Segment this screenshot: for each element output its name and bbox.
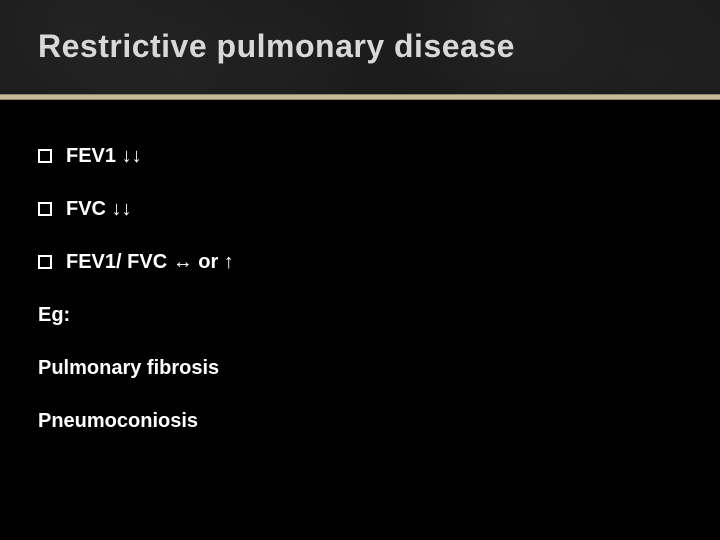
body-line: Pulmonary fibrosis [38, 357, 678, 380]
slide-title: Restrictive pulmonary disease [38, 28, 515, 65]
square-bullet-icon [38, 255, 52, 269]
bullet-text: FEV1 ↓↓ [66, 145, 142, 168]
bullet-item: FVC ↓↓ [38, 198, 678, 221]
bullet-text: FEV1/ FVC ↔ or ↑ [66, 251, 234, 274]
title-divider [0, 94, 720, 100]
divider-line-bottom [0, 99, 720, 100]
square-bullet-icon [38, 149, 52, 163]
body-line: Eg: [38, 304, 678, 327]
square-bullet-icon [38, 202, 52, 216]
bullet-item: FEV1/ FVC ↔ or ↑ [38, 251, 678, 274]
bullet-item: FEV1 ↓↓ [38, 145, 678, 168]
slide-container: Restrictive pulmonary disease FEV1 ↓↓ FV… [0, 0, 720, 540]
slide-content: FEV1 ↓↓ FVC ↓↓ FEV1/ FVC ↔ or ↑ Eg: Pulm… [38, 145, 678, 463]
bullet-text: FVC ↓↓ [66, 198, 132, 221]
body-line: Pneumoconiosis [38, 410, 678, 433]
